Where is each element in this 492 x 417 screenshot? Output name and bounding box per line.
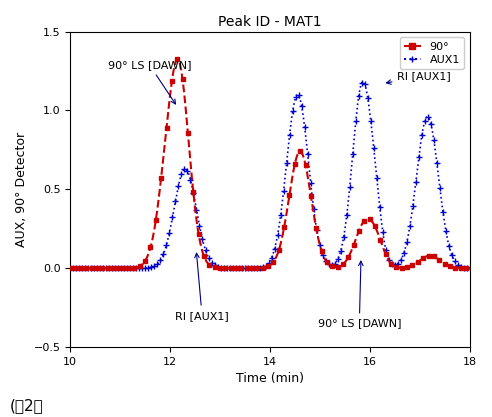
AUX1 (226, 266, 232, 271)
Text: 90° LS [DAWN]: 90° LS [DAWN] (108, 60, 191, 104)
AUX1 (356, 93, 362, 98)
90° (467, 266, 473, 271)
Legend: 90°, AUX1: 90°, AUX1 (400, 37, 464, 69)
Text: (図2）: (図2） (10, 398, 44, 413)
AUX1 (116, 266, 122, 271)
90° (431, 254, 437, 259)
90° (69, 266, 75, 271)
X-axis label: Time (min): Time (min) (236, 372, 304, 385)
90° (313, 226, 319, 231)
Text: RI [AUX1]: RI [AUX1] (387, 71, 451, 84)
90° (305, 177, 311, 182)
AUX1 (198, 228, 204, 233)
90° (67, 266, 73, 271)
AUX1 (360, 79, 366, 84)
Y-axis label: AUX, 90° Detector: AUX, 90° Detector (15, 132, 28, 247)
90° (174, 57, 180, 62)
AUX1 (319, 250, 325, 255)
90° (307, 185, 312, 190)
Line: AUX1: AUX1 (67, 79, 473, 271)
Line: 90°: 90° (68, 57, 472, 270)
Text: 90° LS [DAWN]: 90° LS [DAWN] (317, 261, 401, 329)
AUX1 (467, 266, 473, 271)
AUX1 (358, 83, 364, 88)
Text: RI [AUX1]: RI [AUX1] (175, 253, 229, 321)
Title: Peak ID - MAT1: Peak ID - MAT1 (218, 15, 322, 29)
90° (405, 264, 411, 269)
AUX1 (67, 266, 73, 271)
